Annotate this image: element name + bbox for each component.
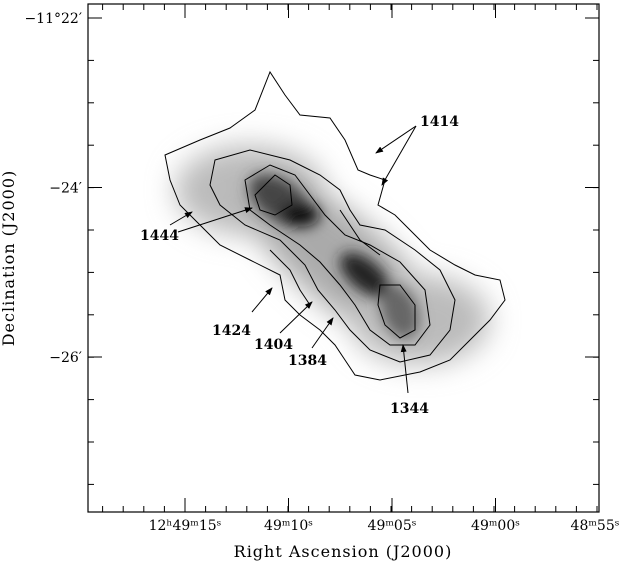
plot-frame: [87, 3, 600, 513]
y-ticks: −11°22′ −24′ −26′: [24, 11, 599, 366]
annotation: 1414: [420, 114, 459, 130]
arrow: [251, 287, 273, 313]
x-tick-label: 49ᵐ10ˢ: [264, 518, 313, 534]
annotation: 1424: [212, 323, 251, 339]
contours: [164, 70, 506, 381]
arrow: [400, 344, 409, 394]
arrow: [381, 125, 417, 186]
x-axis-label: Right Ascension (J2000): [234, 542, 453, 561]
x-tick-label: 12ʰ49ᵐ15ˢ: [149, 518, 222, 534]
y-tick-label: −24′: [49, 181, 82, 197]
arrow: [311, 317, 334, 349]
annotation: 1404: [254, 337, 293, 353]
annotation: 1384: [288, 353, 327, 369]
arrow: [177, 207, 253, 233]
x-ticks: 12ʰ49ᵐ15ˢ 49ᵐ10ˢ 49ᵐ05ˢ 49ᵐ00ˢ 48ᵐ55ˢ: [149, 4, 620, 534]
arrow: [375, 125, 417, 154]
x-tick-label: 49ᵐ05ˢ: [368, 518, 417, 534]
emission-image: [175, 145, 490, 365]
y-axis-label: Declination (J2000): [0, 170, 18, 347]
x-tick-label: 48ᵐ55ˢ: [571, 518, 620, 534]
arrow: [279, 301, 313, 334]
y-tick-label: −11°22′: [24, 11, 82, 27]
y-tick-label: −26′: [49, 350, 82, 366]
annotation: 1344: [390, 401, 429, 417]
x-tick-label: 49ᵐ00ˢ: [471, 518, 520, 534]
annotations: 1414 1444 1424 1404 1384 1344: [140, 114, 459, 417]
annotation: 1444: [140, 228, 179, 244]
arrow: [169, 211, 193, 226]
